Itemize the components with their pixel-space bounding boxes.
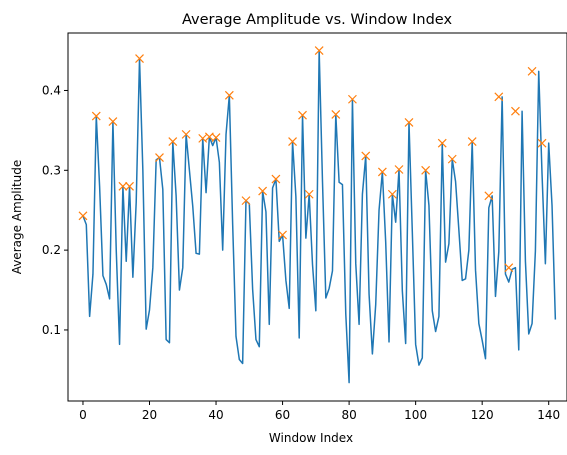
- chart-title: Average Amplitude vs. Window Index: [182, 12, 453, 28]
- x-tick-label: 20: [142, 408, 157, 422]
- peak-marker: [181, 129, 191, 139]
- peak-marker: [288, 137, 297, 146]
- x-tick-label: 0: [79, 408, 87, 422]
- x-tick-label: 100: [404, 408, 427, 422]
- peak-marker: [348, 94, 357, 104]
- peak-marker: [494, 92, 504, 102]
- peak-marker: [394, 165, 404, 174]
- peak-marker: [198, 133, 208, 143]
- peak-marker: [421, 165, 431, 175]
- peak-marker: [447, 154, 457, 164]
- peak-marker: [278, 230, 287, 240]
- peak-marker: [537, 138, 547, 148]
- peak-marker: [484, 191, 494, 201]
- peak-marker: [361, 151, 371, 161]
- peak-marker: [298, 110, 307, 120]
- peak-marker: [211, 133, 221, 142]
- y-tick-label: 0.3: [42, 163, 61, 177]
- peak-marker: [118, 181, 128, 191]
- peak-marker: [108, 117, 118, 127]
- peak-marker: [241, 196, 251, 206]
- peak-marker: [467, 137, 477, 146]
- peak-marker: [387, 189, 397, 199]
- x-tick-label: 120: [471, 408, 494, 422]
- peak-marker: [437, 138, 447, 148]
- plot-frame: [67, 32, 567, 402]
- y-tick-label: 0.4: [42, 83, 61, 97]
- x-tick-label: 60: [275, 408, 290, 422]
- peak-marker: [135, 54, 144, 63]
- peak-marker: [504, 263, 514, 273]
- x-tick-label: 40: [208, 408, 223, 422]
- y-tick-label: 0.2: [42, 243, 61, 257]
- peak-marker: [224, 90, 234, 100]
- x-axis-label: Window Index: [269, 431, 353, 445]
- x-tick-label: 140: [537, 408, 560, 422]
- y-axis-label: Average Amplitude: [10, 160, 24, 275]
- peak-marker: [527, 66, 537, 76]
- peak-marker: [331, 109, 341, 119]
- peak-marker: [271, 174, 281, 184]
- peak-marker: [511, 106, 520, 116]
- y-tick-label: 0.1: [42, 323, 61, 337]
- peak-marker: [258, 186, 268, 196]
- peak-marker: [404, 117, 414, 127]
- peak-marker: [155, 153, 164, 162]
- x-tick-label: 80: [341, 408, 356, 422]
- peak-marker: [314, 46, 324, 55]
- peak-marker: [91, 111, 101, 121]
- x-axis: 0 20 40 60 80 100 120 140: [79, 401, 560, 422]
- peak-marker: [377, 167, 387, 177]
- plot-area: [78, 46, 557, 384]
- peak-marker: [304, 189, 314, 199]
- y-axis: 0.1 0.2 0.3 0.4: [42, 83, 68, 337]
- series-line: [82, 49, 557, 384]
- peak-marker: [168, 137, 178, 146]
- peak-marker: [78, 211, 88, 221]
- peak-marker: [125, 181, 134, 191]
